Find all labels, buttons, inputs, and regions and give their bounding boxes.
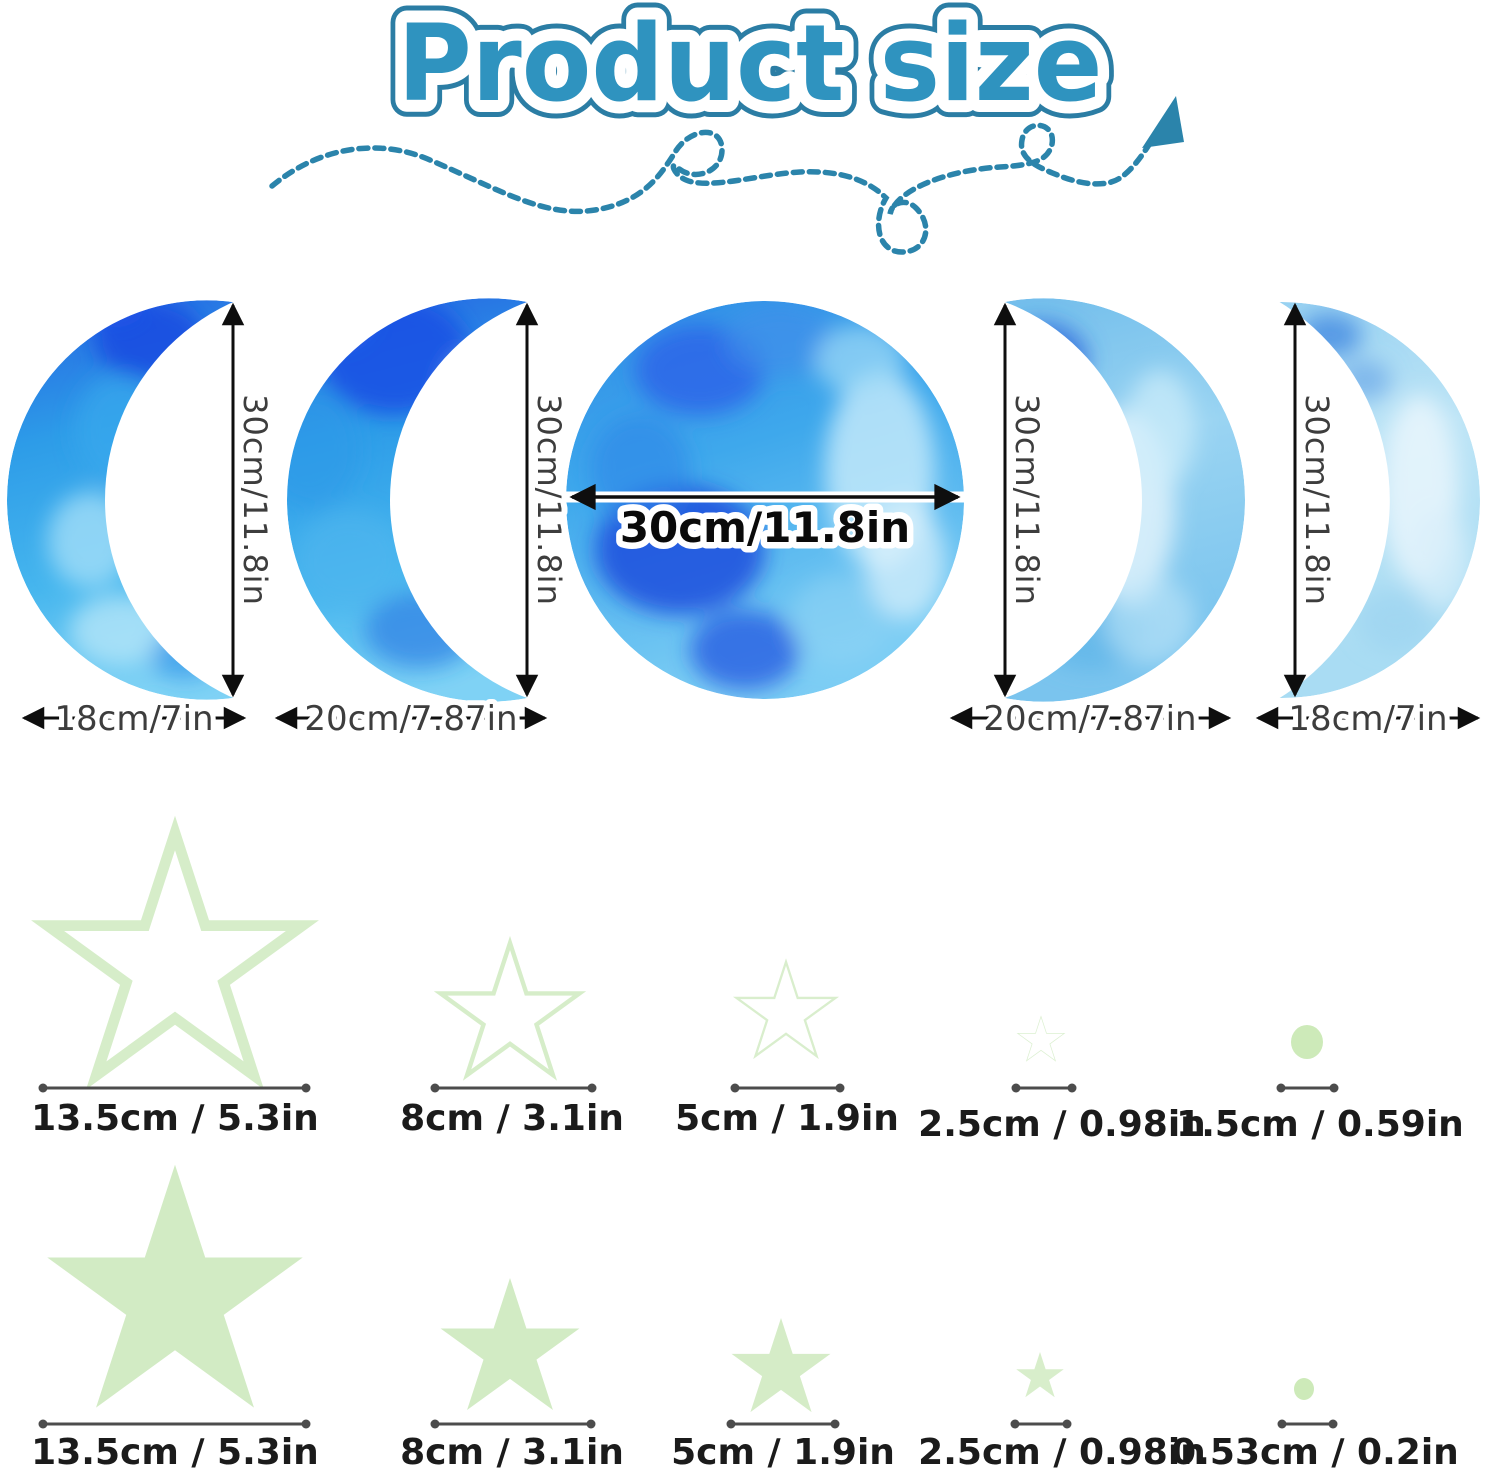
filled-star-row: 13.5cm / 5.3in 8cm / 3.1in 5cm / 1.9in 2… [31,1164,1459,1473]
page-title-text: Product size [398,2,1103,125]
squiggle-arrowhead-icon [1142,96,1184,148]
dot-sm-label: 0.53cm / 0.2in [1171,1432,1459,1473]
moon5-width-label: 18cm/7in [1288,699,1447,739]
filled-star-xl-label: 13.5cm / 5.3in [31,1432,319,1473]
moon4-height-label: 30cm/11.8in [1008,394,1046,606]
star-outline-lg-icon [441,943,580,1075]
page-title-outline: Product size [398,2,1103,125]
moon4-height-dimension: 30cm/11.8in [993,302,1052,698]
moon5-height-label: 30cm/11.8in [1298,394,1336,606]
moon1-width-label: 18cm/7in [54,699,213,739]
moon2-height-label: 30cm/11.8in [530,394,568,606]
moon-crescent-left-thick-icon [260,290,691,702]
outline-row-measure-dots [38,1083,1339,1093]
fullmoon-diameter-label: 30cm/11.8in [620,503,910,552]
filled-star-lg-label: 8cm / 3.1in [400,1432,624,1473]
outline-star-md-label: 5cm / 1.9in [675,1098,899,1139]
moon1-height-label: 30cm/11.8in [236,394,274,606]
fullmoon-diameter-dimension: 30cm/11.8in [566,483,964,559]
moon2-height-dimension: 30cm/11.8in [515,302,574,698]
moon1-height-dimension: 30cm/11.8in [221,302,280,698]
dot-md-label: 1.5cm / 0.59in [1176,1104,1464,1145]
star-filled-sm-icon [1016,1352,1064,1398]
moon-crescent-right-thin-icon [1084,302,1480,698]
moon5-width-dimension: 18cm/7in [1255,694,1481,744]
moon2-width-label: 20cm/7.87in [304,699,517,739]
dot-md-icon [1291,1025,1323,1059]
squiggle-path [269,122,1155,255]
filled-row-measure-dots [38,1419,1338,1429]
outline-star-xl-label: 13.5cm / 5.3in [31,1098,319,1139]
moon2-width-dimension: 20cm/7.87in [274,694,548,744]
star-outline-sm-icon [1017,1016,1065,1062]
star-filled-lg-icon [440,1278,580,1411]
moon5-height-dimension: 30cm/11.8in [1283,302,1342,698]
moon1-width-dimension: 18cm/7in [21,694,247,744]
page-title-bubble: Product size [398,2,1103,125]
outline-star-lg-label: 8cm / 3.1in [400,1098,624,1139]
filled-star-md-label: 5cm / 1.9in [671,1432,895,1473]
moon4-width-label: 20cm/7.87in [983,699,1196,739]
squiggle-arrow [269,96,1184,255]
star-outline-xl-icon [48,833,303,1075]
outline-star-row: 13.5cm / 5.3in 8cm / 3.1in 5cm / 1.9in 2… [31,833,1464,1145]
star-filled-xl-icon [47,1164,303,1408]
moon4-width-dimension: 20cm/7.87in [949,694,1232,744]
star-filled-md-icon [731,1318,831,1413]
star-outline-md-icon [735,960,837,1058]
outline-star-sm-label: 2.5cm / 0.98in [918,1104,1206,1145]
page-title: Product size Product size Product size [381,0,1120,142]
filled-star-sm-label: 2.5cm / 0.98in [918,1432,1206,1473]
dot-sm-icon [1294,1378,1314,1400]
